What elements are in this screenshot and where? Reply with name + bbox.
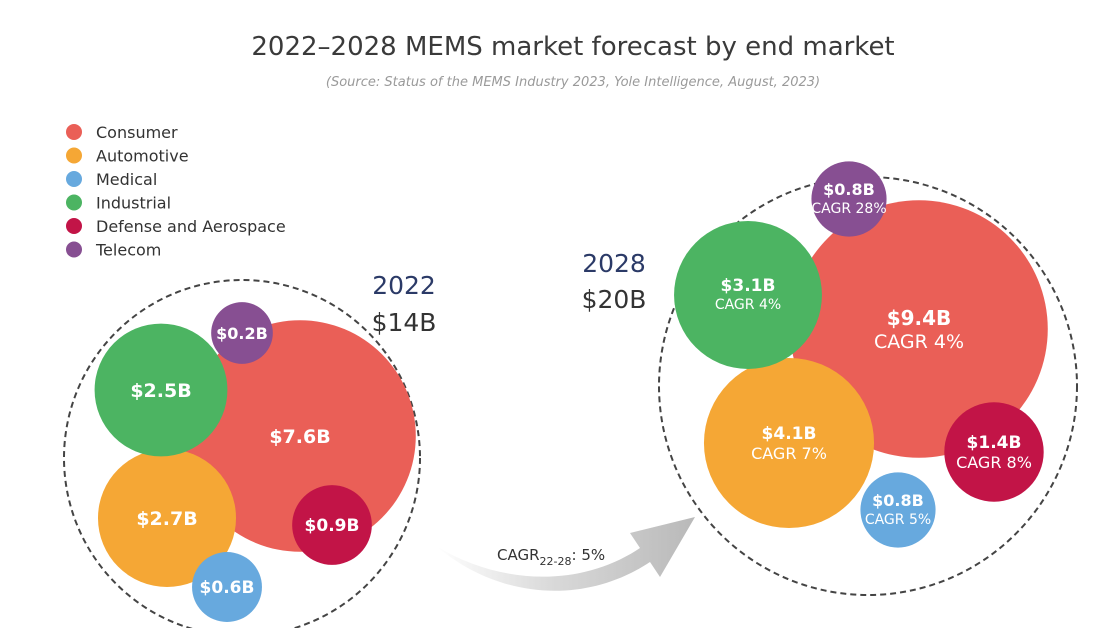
bubble-2028-medical	[860, 472, 936, 548]
growth-arrow	[436, 517, 695, 591]
legend-label-industrial: Industrial	[96, 194, 171, 213]
legend-label-automotive: Automotive	[96, 147, 189, 166]
legend: Consumer Automotive Medical Industrial Defen…	[66, 123, 286, 260]
bubble-2022-consumer	[184, 320, 416, 552]
legend-swatch-consumer	[66, 124, 82, 140]
chart-title: 2022–2028 MEMS market forecast by end ma…	[251, 32, 894, 62]
overall-cagr-label: CAGR22-28: 5%	[497, 546, 605, 568]
bubble-value-2028-industrial: $3.1B	[721, 276, 776, 296]
year-label-2022: 2022	[372, 271, 436, 300]
bubble-value-2022-automotive: $2.7B	[136, 508, 197, 530]
bubble-value-2028-defense-and-aerospace: $1.4B	[967, 433, 1022, 453]
legend-label-telecom: Telecom	[95, 241, 161, 260]
bubble-2022-defense-and-aerospace	[292, 485, 372, 565]
bubble-2022-telecom	[211, 302, 273, 364]
bubble-2022-medical	[192, 552, 262, 622]
bubble-cagr-2028-medical: CAGR 5%	[865, 512, 931, 528]
enclosure-2022	[63, 279, 421, 628]
legend-label-consumer: Consumer	[96, 123, 178, 142]
bubble-value-2022-industrial: $2.5B	[130, 380, 191, 402]
legend-label-defense-and-aerospace: Defense and Aerospace	[96, 217, 286, 236]
bubble-cagr-2028-consumer: CAGR 4%	[874, 331, 964, 353]
bubble-value-2028-medical: $0.8B	[872, 491, 924, 510]
bubble-cagr-2028-automotive: CAGR 7%	[751, 444, 827, 463]
year-label-2028: 2028	[582, 249, 646, 278]
overall-cagr-value: : 5%	[572, 546, 606, 564]
overall-cagr-prefix: CAGR	[497, 546, 540, 564]
legend-swatch-telecom	[66, 241, 82, 258]
bubble-2022-industrial	[94, 323, 228, 457]
bubble-2028-automotive	[703, 357, 875, 529]
bubble-value-2022-medical: $0.6B	[200, 578, 255, 598]
legend-swatch-industrial	[66, 194, 82, 211]
legend-label-medical: Medical	[96, 170, 157, 189]
bubble-2028-defense-and-aerospace	[944, 402, 1044, 502]
total-label-2022: $14B	[372, 308, 437, 337]
bubble-cagr-2028-industrial: CAGR 4%	[715, 297, 781, 313]
chart-subtitle: (Source: Status of the MEMS Industry 202…	[326, 75, 820, 90]
bubble-value-2028-automotive: $4.1B	[762, 424, 817, 444]
legend-swatch-defense-and-aerospace	[66, 218, 82, 234]
bubble-value-2022-consumer: $7.6B	[269, 426, 330, 448]
total-label-2028: $20B	[582, 285, 647, 314]
bubble-2028-telecom	[811, 161, 887, 237]
bubble-value-2022-defense-and-aerospace: $0.9B	[305, 516, 360, 536]
overall-cagr-period: 22-28	[540, 555, 572, 568]
legend-swatch-automotive	[66, 147, 82, 164]
bubble-cagr-2028-defense-and-aerospace: CAGR 8%	[956, 453, 1032, 472]
bubble-value-2022-telecom: $0.2B	[216, 324, 268, 343]
bubble-cagr-2028-telecom: CAGR 28%	[811, 201, 886, 217]
bubbles-2022: $7.6B $2.7B $2.5B $0.9B $0.6B $0.2B	[94, 302, 416, 622]
bubble-2022-automotive	[97, 448, 237, 588]
bubble-2028-industrial	[674, 221, 822, 369]
bubble-value-2028-telecom: $0.8B	[823, 180, 875, 199]
legend-swatch-medical	[66, 171, 82, 187]
bubble-value-2028-consumer: $9.4B	[887, 306, 952, 330]
